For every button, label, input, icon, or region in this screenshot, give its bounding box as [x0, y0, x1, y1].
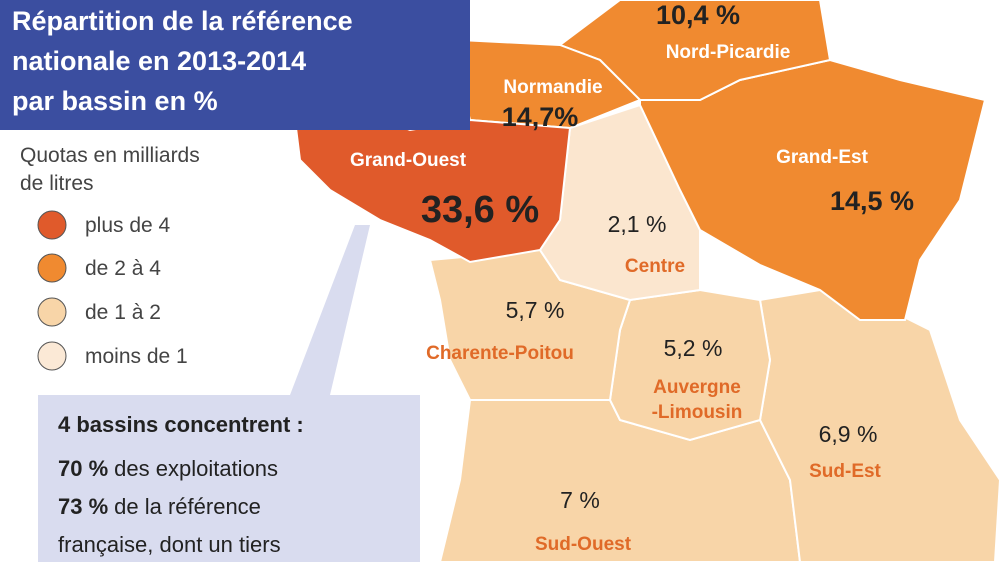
region-name: -Limousin [652, 402, 743, 423]
region-name: Normandie [503, 77, 602, 98]
region-name: Sud-Ouest [535, 534, 632, 555]
title-box [0, 0, 470, 130]
region-name: Sud-Est [809, 461, 881, 482]
region-name: Auvergne [653, 377, 741, 398]
legend-swatch [37, 253, 67, 283]
region-share: 2,1 % [608, 211, 667, 237]
legend-label: moins de 1 [85, 345, 188, 368]
region-share: 14,7% [502, 102, 579, 132]
region-name: Grand-Est [776, 147, 869, 168]
legend-label: de 2 à 4 [85, 257, 161, 280]
callout-text: des exploitations [114, 456, 278, 481]
region-share: 33,6 % [421, 189, 539, 231]
callout-text: de la référence [114, 494, 261, 519]
region-name: Centre [625, 256, 685, 277]
legend-swatch [37, 341, 67, 371]
region-name: Grand-Ouest [350, 150, 467, 171]
title-line: nationale en 2013-2014 [12, 46, 306, 76]
region-share: 14,5 % [830, 186, 914, 216]
region-share: 5,7 % [506, 297, 565, 323]
title-line: Répartition de la référence [12, 6, 353, 36]
callout-line: 70 % des exploitations [58, 456, 278, 481]
region-name: Nord-Picardie [666, 42, 791, 63]
region-share: 5,2 % [664, 335, 723, 361]
region-share: 6,9 % [819, 421, 878, 447]
legend-label: plus de 4 [85, 214, 171, 237]
legend-title: de litres [20, 172, 94, 195]
legend-title: Quotas en milliards [20, 144, 200, 167]
callout-line: 73 % de la référence [58, 494, 261, 519]
callout-box [38, 225, 420, 562]
legend-swatch [37, 210, 67, 240]
region-name: Charente-Poitou [426, 343, 574, 364]
callout-line: française, dont un tiers [58, 532, 281, 557]
title-line: par bassin en % [12, 86, 218, 116]
legend-swatch [37, 297, 67, 327]
legend-label: de 1 à 2 [85, 301, 161, 324]
region-share: 10,4 % [656, 0, 740, 30]
callout-bold: 73 % [58, 494, 108, 519]
region-share: 7 % [560, 487, 600, 513]
callout-bold: 70 % [58, 456, 108, 481]
callout-heading: 4 bassins concentrent : [58, 412, 304, 437]
